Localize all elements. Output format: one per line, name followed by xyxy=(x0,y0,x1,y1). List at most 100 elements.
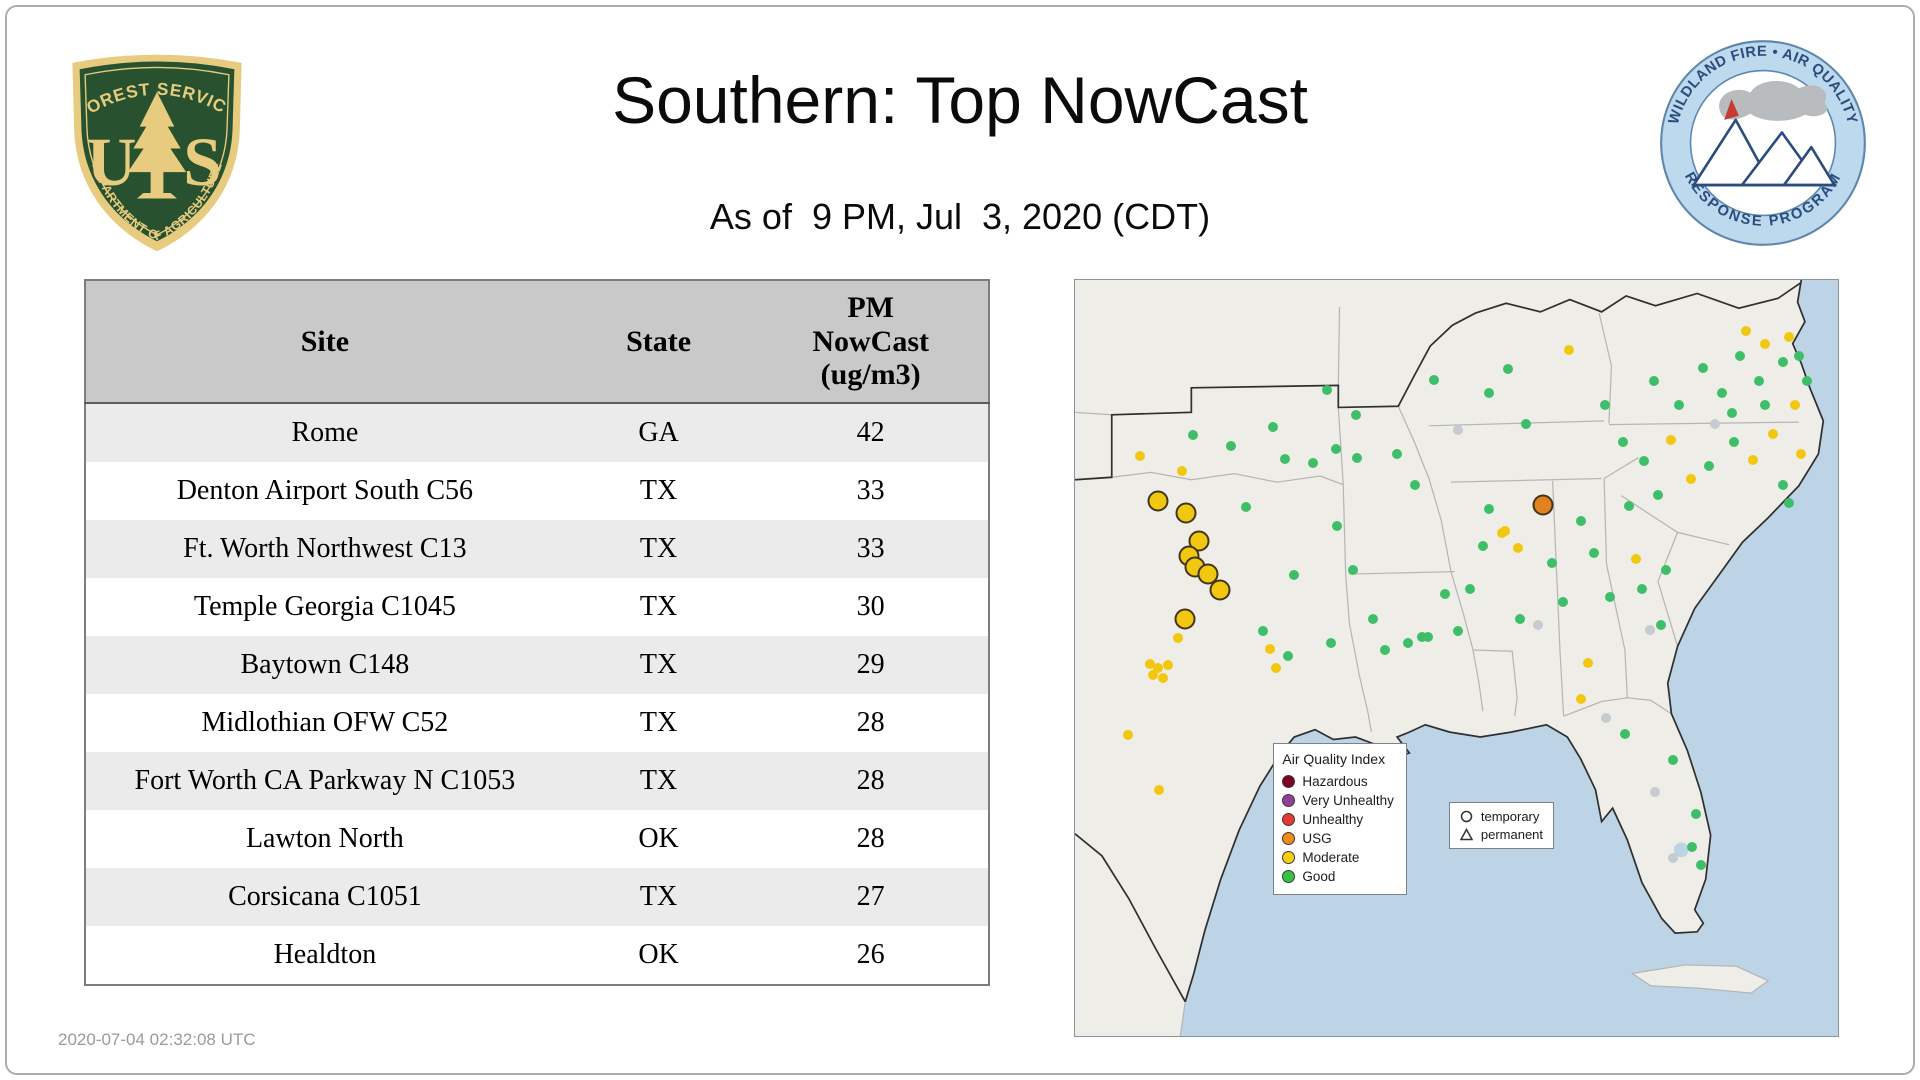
monitor-dot-nodata xyxy=(1601,712,1612,723)
value-cell: 26 xyxy=(856,938,885,970)
aqi-legend-label: Moderate xyxy=(1302,849,1360,865)
monitor-dot-moderate xyxy=(1582,657,1593,668)
monitor-dot-good xyxy=(1188,429,1199,440)
marker-type-legend: temporary permanent xyxy=(1448,801,1555,849)
nowcast-table-body: Rome GA 42 Denton Airport South C56 TX 33 Ft. … xyxy=(85,402,989,985)
value-cell: 42 xyxy=(856,416,885,448)
monitor-dot-moderate xyxy=(1685,473,1696,484)
aqi-legend-item: USG xyxy=(1282,829,1394,848)
monitor-dot-moderate xyxy=(1174,608,1196,630)
monitor-dot-usg xyxy=(1532,494,1554,516)
value-cell: 28 xyxy=(856,822,885,854)
site-cell: Fort Worth CA Parkway N C1053 xyxy=(134,764,516,796)
monitor-dot-good xyxy=(1279,454,1290,465)
monitor-dot-moderate xyxy=(1759,338,1770,349)
monitor-dot-good xyxy=(1558,597,1569,608)
monitor-dot-good xyxy=(1502,364,1513,375)
monitor-dot-good xyxy=(1661,565,1672,576)
monitor-dot-good xyxy=(1649,375,1660,386)
monitor-dot-nodata xyxy=(1668,853,1679,864)
monitor-dot-good xyxy=(1778,479,1789,490)
monitor-dot-good xyxy=(1735,350,1746,361)
monitor-dot-good xyxy=(1428,374,1439,385)
monitor-dot-good xyxy=(1465,584,1476,595)
monitor-layer xyxy=(1075,280,1838,1036)
site-cell: Denton Airport South C56 xyxy=(176,474,474,506)
monitor-dot-good xyxy=(1575,516,1586,527)
state-cell: OK xyxy=(638,938,679,970)
value-cell: 28 xyxy=(856,706,885,738)
monitor-dot-good xyxy=(1226,441,1237,452)
table-row: Ft. Worth Northwest C13 TX 33 xyxy=(85,519,989,578)
monitor-dot-good xyxy=(1379,644,1390,655)
monitor-dot-moderate xyxy=(1153,662,1164,673)
monitor-dot-good xyxy=(1308,457,1319,468)
usfs-logo: FOREST SERVICE U S DEPARTMENT OF AGRICUL… xyxy=(60,25,248,258)
monitor-dot-good xyxy=(1330,443,1341,454)
monitor-dot-good xyxy=(1453,625,1464,636)
monitor-dot-good xyxy=(1729,436,1740,447)
monitor-dot-good xyxy=(1784,498,1795,509)
temporary-label: temporary xyxy=(1480,808,1540,824)
monitor-dot-good xyxy=(1636,584,1647,595)
temporary-circle-icon xyxy=(1460,810,1473,822)
monitor-dot-moderate xyxy=(1630,553,1641,564)
monitor-dot-good xyxy=(1484,504,1495,515)
table-row: Fort Worth CA Parkway N C1053 TX 28 xyxy=(85,751,989,810)
region-map: Air Quality Index Hazardous Very Unhealth… xyxy=(1074,279,1839,1037)
monitor-dot-moderate xyxy=(1153,785,1164,796)
temporary-marker-row: temporary xyxy=(1460,809,1543,824)
monitor-dot-good xyxy=(1617,436,1628,447)
aqi-legend-items: Hazardous Very Unhealthy Unhealthy USG Moder… xyxy=(1282,772,1394,886)
state-cell: TX xyxy=(639,880,678,912)
site-cell: Baytown C148 xyxy=(240,648,410,680)
site-cell: Ft. Worth Northwest C13 xyxy=(183,532,467,564)
aqi-legend-item: Very Unhealthy xyxy=(1282,791,1394,810)
aqi-color-swatch xyxy=(1282,812,1296,826)
landmass xyxy=(1075,280,1824,1036)
aqi-legend-label: Hazardous xyxy=(1302,773,1368,789)
monitor-dot-good xyxy=(1288,569,1299,580)
monitor-dot-good xyxy=(1704,460,1715,471)
wfaqrp-logo: WILDLAND FIRE • AIR QUALITY RESPONSE PRO… xyxy=(1658,38,1868,248)
monitor-dot-good xyxy=(1639,456,1650,467)
monitor-dot-moderate xyxy=(1747,454,1758,465)
table-row: Corsicana C1051 TX 27 xyxy=(85,867,989,926)
monitor-dot-good xyxy=(1696,860,1707,871)
pine-tree-icon xyxy=(127,92,187,199)
monitor-dot-good xyxy=(1351,453,1362,464)
monitor-dot-moderate xyxy=(1209,579,1231,601)
table-row: Denton Airport South C56 TX 33 xyxy=(85,461,989,520)
permanent-marker-row: permanent xyxy=(1459,826,1544,842)
permanent-triangle-icon xyxy=(1459,827,1473,840)
region-border-coast xyxy=(1184,280,1825,1002)
monitor-dot-moderate xyxy=(1741,326,1752,337)
monitor-dot-moderate xyxy=(1175,502,1197,524)
monitor-dot-good xyxy=(1717,387,1728,398)
aqi-color-swatch xyxy=(1282,831,1296,845)
monitor-dot-moderate xyxy=(1575,693,1586,704)
monitor-dot-good xyxy=(1348,565,1359,576)
monitor-dot-good xyxy=(1686,842,1697,852)
monitor-dot-good xyxy=(1794,350,1805,361)
smoke-plume-icon xyxy=(1719,80,1828,121)
value-cell: 33 xyxy=(856,532,885,564)
permanent-label: permanent xyxy=(1480,826,1544,842)
generation-timestamp: 2020-07-04 02:32:08 UTC xyxy=(58,1030,256,1049)
monitor-dot-nodata xyxy=(1453,424,1464,435)
monitor-dot-moderate xyxy=(1768,429,1779,440)
monitor-dot-moderate xyxy=(1147,490,1169,512)
mountains-icon xyxy=(1691,118,1837,187)
site-cell: Midlothian OFW C52 xyxy=(201,706,449,738)
monitor-dot-good xyxy=(1726,408,1737,419)
aqi-legend: Air Quality Index Hazardous Very Unhealth… xyxy=(1273,742,1407,895)
monitor-dot-good xyxy=(1240,501,1251,512)
monitor-dot-good xyxy=(1753,375,1764,386)
table-header-row: Site State PM NowCast (ug/m3) xyxy=(85,280,989,404)
monitor-dot-moderate xyxy=(1163,659,1174,670)
monitor-dot-moderate xyxy=(1197,563,1219,585)
monitor-dot-moderate xyxy=(1796,448,1807,459)
monitor-dot-good xyxy=(1402,637,1413,648)
monitor-dot-good xyxy=(1588,547,1599,558)
table-row: Rome GA 42 xyxy=(85,402,989,462)
